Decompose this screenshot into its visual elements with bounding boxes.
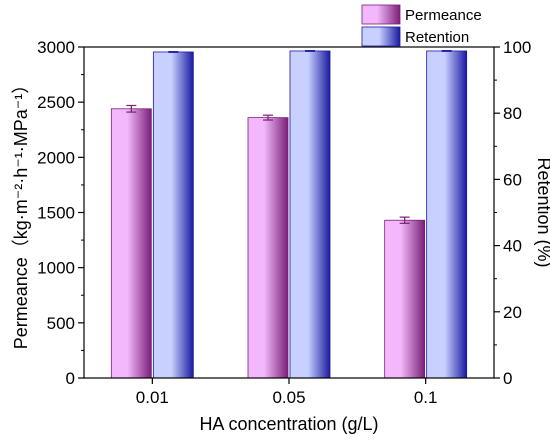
left-axis: 0 500 1000 1500 2000 2500 3000 — [37, 38, 84, 388]
x-tick-label: 0.01 — [136, 388, 169, 407]
left-tick-label: 500 — [47, 314, 75, 333]
right-axis-title: Retention (%) — [534, 157, 550, 267]
x-tick-label: 0.1 — [414, 388, 438, 407]
error-bar-retention-0.05 — [305, 50, 315, 52]
x-axis: 0.01 0.05 0.1 — [136, 378, 438, 407]
left-tick-label: 1000 — [37, 259, 75, 278]
left-tick-label: 2000 — [37, 148, 75, 167]
bar-permeance-0.01 — [110, 108, 152, 379]
error-bars-layer — [126, 50, 452, 224]
legend-swatch-retention — [361, 26, 401, 47]
bar-retention-0.05 — [289, 50, 331, 379]
left-tick-label: 0 — [66, 369, 75, 388]
right-tick-label: 100 — [503, 38, 531, 57]
bar-permeance-0.1 — [384, 219, 426, 379]
legend-label-permeance: Permeance — [405, 7, 482, 24]
left-axis-title: Permeance（kg·m⁻²·h⁻¹·MPa⁻¹） — [11, 76, 31, 350]
right-tick-label: 0 — [503, 369, 512, 388]
left-tick-label: 3000 — [37, 38, 75, 57]
error-bar-permeance-0.05 — [263, 114, 273, 121]
error-bar-permeance-0.01 — [126, 104, 137, 113]
error-bar-retention-0.1 — [441, 50, 452, 52]
right-axis: 0 20 40 60 80 100 — [494, 38, 531, 388]
right-tick-label: 80 — [503, 104, 522, 123]
x-axis-title: HA concentration (g/L) — [199, 414, 378, 434]
bar-retention-0.01 — [152, 51, 194, 379]
right-tick-label: 40 — [503, 237, 522, 256]
legend-label-retention: Retention — [405, 29, 469, 46]
left-tick-label: 1500 — [37, 204, 75, 223]
legend-swatch-permeance — [361, 4, 401, 25]
x-tick-label: 0.05 — [272, 388, 305, 407]
bar-permeance-0.05 — [247, 117, 289, 379]
right-tick-label: 20 — [503, 303, 522, 322]
error-bar-permeance-0.1 — [399, 216, 410, 224]
error-bar-retention-0.01 — [168, 51, 179, 53]
bars-layer — [110, 50, 468, 379]
right-tick-label: 60 — [503, 170, 522, 189]
legend: Permeance Retention — [361, 4, 482, 47]
bar-retention-0.1 — [426, 50, 468, 379]
left-tick-label: 2500 — [37, 93, 75, 112]
